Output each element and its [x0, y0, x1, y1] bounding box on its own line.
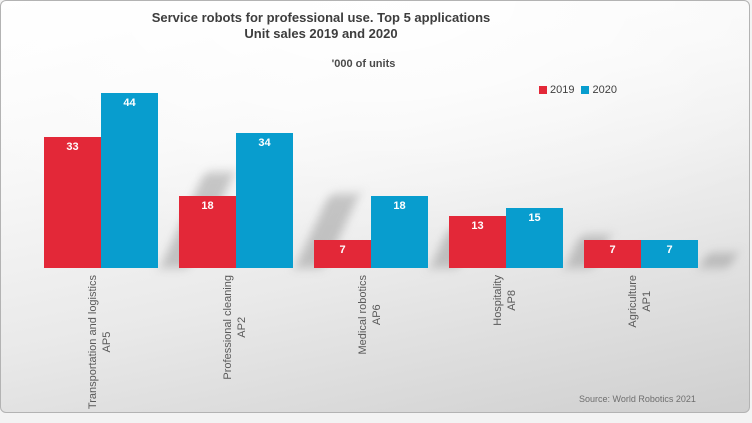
bar-2019-medical-robotics: 7 [314, 240, 371, 268]
category-code: AP2 [236, 316, 248, 338]
bar-group-shadow-agriculture [700, 253, 737, 268]
unit-label: '000 of units [331, 58, 396, 70]
bar-2020-agriculture: 7 [641, 240, 698, 268]
chart-title-line2: Unit sales 2019 and 2020 [244, 26, 398, 41]
category-name: Agriculture [627, 275, 639, 328]
category-code: AP5 [101, 331, 113, 353]
bar-2019-agriculture: 7 [584, 240, 641, 268]
legend-swatch-2020-icon [581, 86, 590, 94]
category-label-hospitality: Hospitality AP8 [491, 275, 521, 326]
category-label-professional-cleaning: Professional cleaning AP2 [221, 275, 251, 380]
bar-2020-transportation-and-logistics: 44 [101, 93, 158, 268]
bar-value-label: 15 [528, 212, 541, 224]
category-name: Hospitality [492, 275, 504, 326]
legend-item-2020: 2020 [581, 84, 617, 96]
legend-swatch-2019-icon [539, 86, 547, 94]
bar-value-label: 33 [66, 141, 79, 153]
bar-value-label: 34 [258, 137, 271, 149]
bar-value-label: 18 [393, 200, 406, 212]
category-name: Medical robotics [357, 275, 369, 355]
bar-2019-transportation-and-logistics: 33 [44, 137, 101, 268]
legend-label-2019: 2019 [550, 84, 575, 96]
legend-label-2020: 2020 [592, 84, 617, 96]
bar-value-label: 44 [123, 97, 136, 109]
bar-value-label: 13 [471, 220, 484, 232]
bar-value-label: 7 [339, 244, 346, 256]
category-code: AP1 [641, 290, 653, 312]
bar-2020-medical-robotics: 18 [371, 196, 428, 268]
category-label-medical-robotics: Medical robotics AP6 [356, 275, 386, 354]
category-name: Transportation and logistics [87, 275, 99, 410]
plot-area: 33 44 Transportation and logistics AP5 18 34 P… [1, 1, 751, 414]
chart-title: Service robots for professional use. Top… [1, 10, 641, 42]
source-note: Source: World Robotics 2021 [579, 394, 696, 404]
category-code: AP6 [371, 304, 383, 326]
bar-value-label: 7 [609, 244, 616, 256]
bar-2019-professional-cleaning: 18 [179, 196, 236, 268]
bar-2020-hospitality: 15 [506, 208, 563, 268]
category-label-agriculture: Agriculture AP1 [626, 275, 656, 328]
bar-value-label: 7 [666, 244, 673, 256]
chart-title-line1: Service robots for professional use. Top… [151, 10, 491, 25]
chart-card: Service robots for professional use. Top… [0, 0, 750, 413]
legend: 2019 2020 [539, 84, 617, 96]
category-label-transportation-and-logistics: Transportation and logistics AP5 [86, 275, 116, 409]
legend-item-2019: 2019 [539, 84, 574, 96]
category-code: AP8 [506, 289, 518, 311]
bar-2020-professional-cleaning: 34 [236, 133, 293, 268]
bar-value-label: 18 [201, 200, 214, 212]
category-name: Professional cleaning [222, 275, 234, 380]
bar-2019-hospitality: 13 [449, 216, 506, 268]
